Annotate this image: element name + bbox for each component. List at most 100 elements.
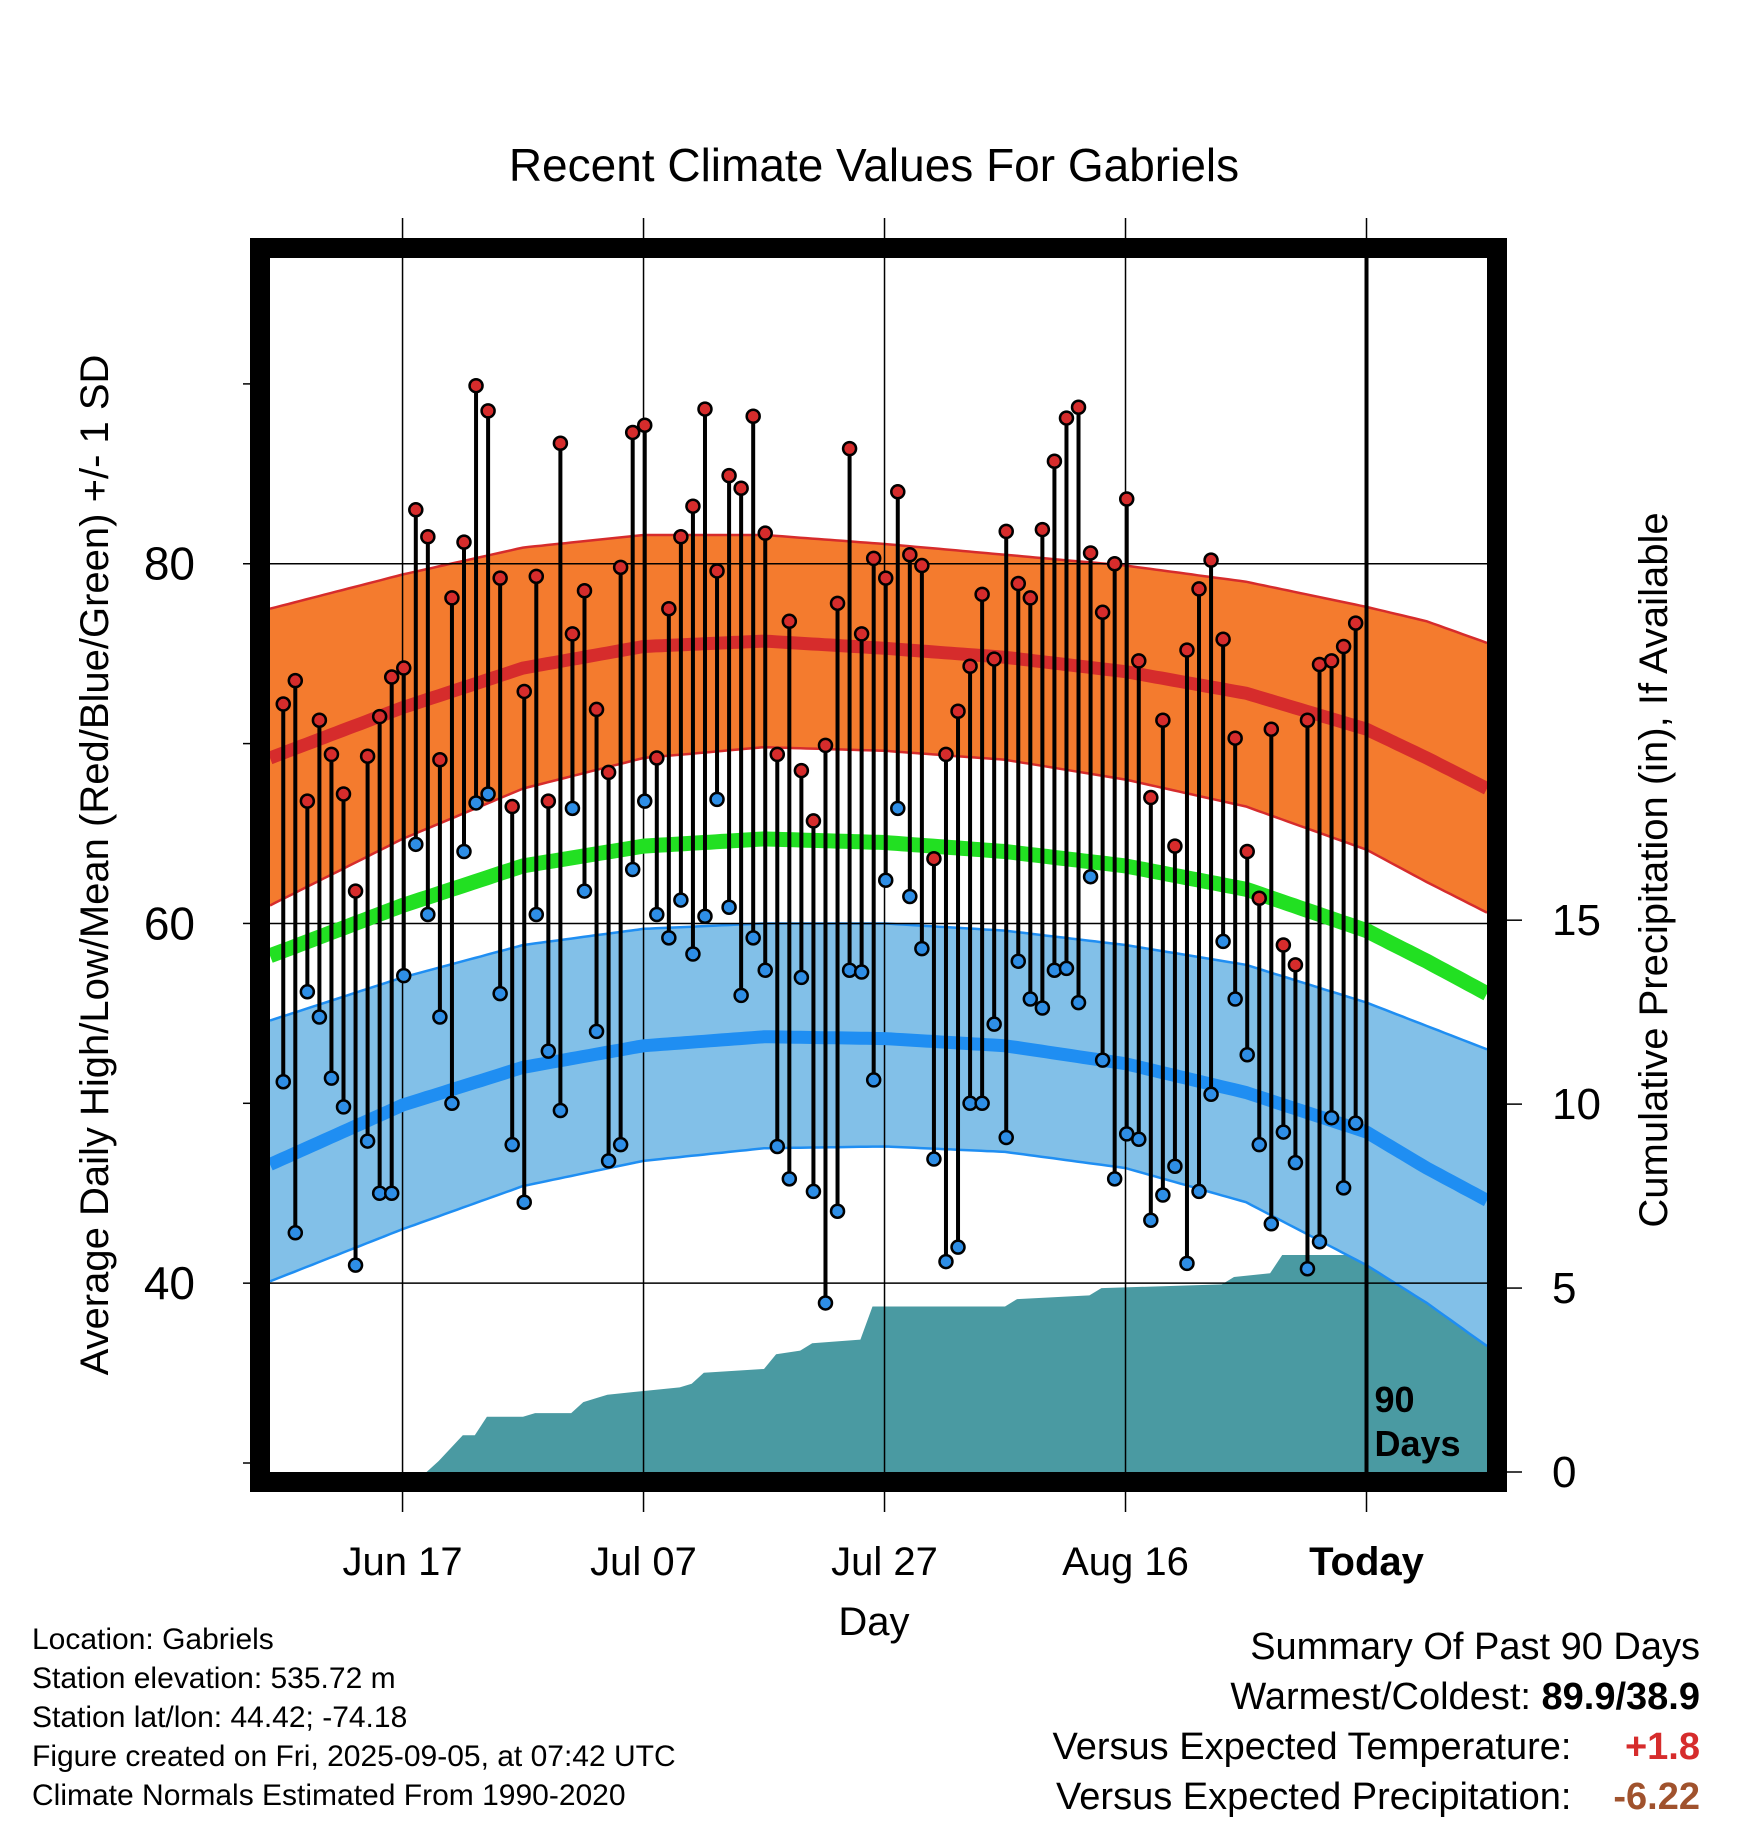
daily-low-point — [902, 888, 918, 905]
daily-low-point — [564, 800, 581, 817]
daily-high-point — [432, 752, 448, 768]
daily-low-point — [1323, 1109, 1340, 1126]
daily-high-point — [1082, 545, 1099, 561]
plot-frame — [250, 238, 1507, 1492]
daily-low-point — [1094, 1052, 1111, 1068]
daily-low-point — [347, 1257, 364, 1273]
x-tick-label: Jul 27 — [831, 1540, 938, 1584]
daily-low-point — [275, 1073, 292, 1090]
x-axis-label: Day — [838, 1600, 909, 1644]
daily-high-point — [420, 529, 436, 545]
station-info: Location: Gabriels Station elevation: 53… — [32, 1620, 676, 1815]
daily-high-point — [1155, 712, 1171, 728]
daily-high-point — [468, 377, 484, 394]
daily-high-point — [1227, 730, 1243, 746]
daily-high-point — [335, 786, 352, 802]
daily-low-point — [420, 906, 436, 923]
location-text: Location: Gabriels — [32, 1623, 274, 1656]
daily-low-point — [1215, 933, 1231, 950]
summary-precip-row: Versus Expected Precipitation: -6.22 — [1053, 1772, 1700, 1822]
daily-low-point — [323, 1070, 340, 1086]
daily-low-point — [649, 906, 665, 923]
daily-low-point — [1010, 953, 1027, 969]
daily-high-point — [1191, 581, 1207, 597]
x-tick-label: Today — [1309, 1540, 1425, 1584]
daily-high-point — [1022, 590, 1039, 606]
daily-low-point — [673, 892, 689, 908]
daily-low-point — [1179, 1255, 1195, 1272]
daily-low-point — [1311, 1234, 1328, 1250]
daily-low-point — [890, 800, 906, 817]
normal-mean-line — [270, 831, 1487, 1001]
daily-high-point — [492, 570, 508, 586]
summary-warmest-row: Warmest/Coldest: 89.9/38.9 — [1053, 1672, 1700, 1722]
y2-tick-label: 0 — [1552, 1448, 1576, 1497]
daily-low-point — [480, 786, 496, 802]
daily-high-point — [564, 626, 581, 642]
daily-high-point — [1347, 615, 1364, 631]
daily-low-point — [444, 1095, 460, 1112]
y-axis-label: Average Daily High/Low/Mean (Red/Blue/Gr… — [73, 355, 117, 1376]
daily-low-point — [950, 1239, 966, 1255]
daily-low-point — [540, 1043, 557, 1059]
normal-low-lower-edge — [270, 1145, 1487, 1348]
daily-low-point — [733, 987, 749, 1004]
daily-low-point — [1287, 1154, 1304, 1171]
daily-low-point — [576, 883, 593, 899]
daily-low-point — [359, 1133, 376, 1149]
daily-low-point — [1191, 1183, 1207, 1200]
daily-high-point — [1335, 638, 1352, 655]
precipitation-layer — [270, 1214, 1487, 1472]
daily-low-point — [612, 1136, 629, 1153]
daily-low-point — [516, 1194, 532, 1210]
daily-high-point — [1323, 653, 1340, 669]
daily-low-point — [600, 1153, 617, 1169]
daily-high-point — [299, 793, 316, 809]
daily-high-point — [781, 613, 798, 630]
daily-low-point — [757, 962, 773, 978]
daily-low-point — [697, 908, 713, 925]
daily-low-point — [335, 1099, 352, 1115]
daily-high-point — [624, 424, 641, 441]
daily-low-point — [938, 1253, 954, 1270]
daily-high-point — [1131, 653, 1147, 669]
daily-low-point — [311, 1009, 328, 1025]
daily-low-point — [1263, 1216, 1280, 1232]
daily-high-point — [1179, 642, 1195, 658]
daily-low-point — [1155, 1187, 1171, 1203]
daily-high-point — [974, 586, 990, 603]
daily-low-point — [492, 985, 508, 1002]
daily-high-point — [709, 563, 725, 579]
y-tick-label: 60 — [144, 897, 195, 949]
daily-high-point — [395, 660, 412, 676]
daily-low-point — [1335, 1180, 1352, 1196]
daily-high-point — [890, 484, 906, 500]
daily-high-point — [311, 712, 328, 728]
axes-layer: 40 60 80 0 5 10 15 Jun 17 Jul 07 Jul 27 Aug 16 Toda… — [144, 218, 1601, 1584]
daily-high-point — [323, 746, 340, 763]
daily-high-point — [1106, 555, 1123, 572]
daily-high-point — [1070, 399, 1087, 416]
daily-high-point — [1058, 410, 1075, 426]
daily-low-point — [805, 1183, 822, 1200]
daily-high-point — [721, 467, 737, 484]
daily-low-point — [287, 1225, 304, 1241]
normals-text: Climate Normals Estimated From 1990-2020 — [32, 1779, 626, 1812]
daily-low-point — [1239, 1046, 1255, 1063]
temp-label: Versus Expected Temperature: — [1052, 1726, 1572, 1768]
x-tick-label: Jul 07 — [590, 1540, 697, 1584]
daily-low-point — [1227, 991, 1243, 1007]
y-tick-label: 40 — [144, 1257, 195, 1309]
daily-high-point — [745, 408, 761, 425]
y2-axis-label: Cumulative Precipitation (in), If Availa… — [1632, 512, 1676, 1227]
daily-high-point — [769, 746, 786, 763]
warmest-value: 89.9/38.9 — [1541, 1676, 1700, 1718]
daily-low-point — [552, 1102, 569, 1119]
daily-low-point — [709, 791, 725, 808]
daily-high-point — [1010, 575, 1027, 592]
daily-low-point — [1106, 1171, 1123, 1187]
daily-high-point — [950, 703, 966, 719]
daily-low-point — [395, 967, 412, 984]
daily-low-point — [1082, 868, 1099, 885]
